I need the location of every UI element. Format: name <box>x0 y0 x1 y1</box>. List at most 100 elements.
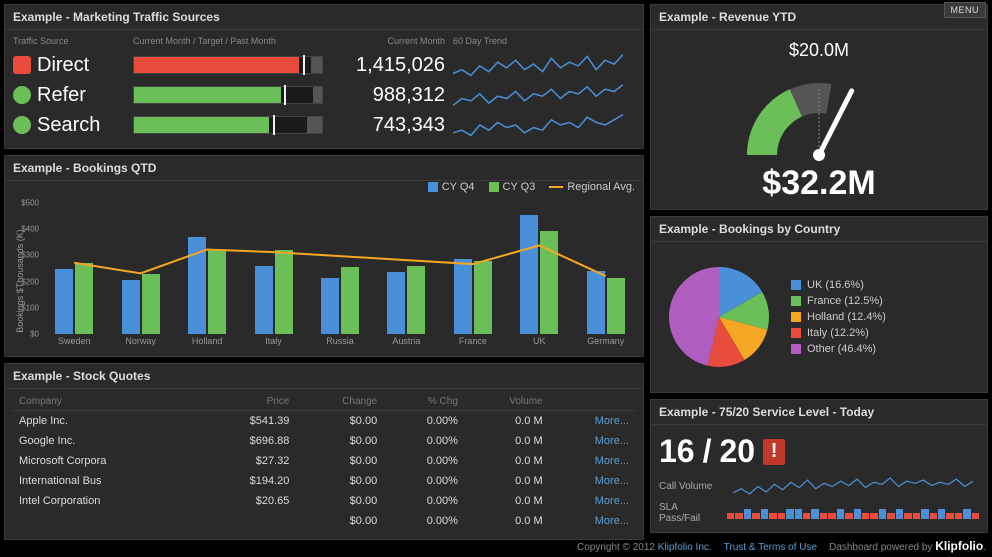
sla-tick <box>930 513 937 519</box>
traffic-row: Refer988,312 <box>13 80 635 110</box>
more-link[interactable]: More... <box>595 495 629 507</box>
more-link[interactable]: More... <box>595 435 629 447</box>
pie-legend-label: UK (16.6%) <box>807 279 864 291</box>
sla-tick <box>828 513 835 519</box>
cell-pct: 0.00% <box>383 411 464 432</box>
pie-legend-label: France (12.5%) <box>807 295 883 307</box>
sla-tick <box>752 513 759 519</box>
more-link[interactable]: More... <box>595 515 629 527</box>
footer-brand: Klipfolio <box>935 539 983 553</box>
sla-tick <box>972 513 979 519</box>
table-row: $0.000.00%0.0 MMore... <box>13 511 635 531</box>
legend-q3: CY Q3 <box>489 181 536 193</box>
cell-change: $0.00 <box>295 431 383 451</box>
legend-q4-label: CY Q4 <box>442 181 475 193</box>
cell-pct: 0.00% <box>383 471 464 491</box>
sla-tick <box>795 509 802 519</box>
more-link[interactable]: More... <box>595 455 629 467</box>
cell-pct: 0.00% <box>383 511 464 531</box>
x-category: Russia <box>307 336 373 354</box>
traffic-value: 1,415,026 <box>343 54 453 77</box>
x-category: Italy <box>240 336 306 354</box>
stocks-title: Example - Stock Quotes <box>5 364 643 389</box>
qtd-legend: CY Q4 CY Q3 Regional Avg. <box>428 181 635 193</box>
more-link[interactable]: More... <box>595 415 629 427</box>
footer-company-link[interactable]: Klipfolio Inc. <box>658 542 712 553</box>
sla-tick <box>879 509 886 519</box>
cell-company: Microsoft Corpora <box>13 451 199 471</box>
footer: Copyright © 2012 Klipfolio Inc. Trust & … <box>577 539 986 553</box>
pie-body: UK (16.6%)France (12.5%)Holland (12.4%)I… <box>651 242 987 392</box>
sla-tick <box>761 509 768 519</box>
sla-tick <box>735 513 742 519</box>
x-category: Germany <box>573 336 639 354</box>
table-row: International Bus$194.20$0.000.00%0.0 MM… <box>13 471 635 491</box>
cell-company: Google Inc. <box>13 431 199 451</box>
alert-icon: ! <box>763 439 785 465</box>
cell-price: $194.20 <box>199 471 296 491</box>
sla-tick <box>811 509 818 519</box>
cell-company <box>13 511 199 531</box>
th-source: Traffic Source <box>13 36 133 46</box>
table-row: Apple Inc.$541.39$0.000.00%0.0 MMore... <box>13 411 635 432</box>
traffic-bar <box>133 56 323 74</box>
traffic-sparkline <box>453 82 623 108</box>
pie-chart <box>659 257 779 377</box>
traffic-sparkline <box>453 112 623 138</box>
sla-tick <box>769 513 776 519</box>
pie-legend-item: UK (16.6%) <box>791 277 886 293</box>
menu-button[interactable]: MENU <box>944 2 987 18</box>
sla-tick <box>955 513 962 519</box>
sla-tick <box>744 509 751 519</box>
cell-volume: 0.0 M <box>464 451 549 471</box>
cell-change: $0.00 <box>295 471 383 491</box>
svc-numerator: 16 <box>659 433 695 470</box>
qtd-title: Example - Bookings QTD <box>5 156 643 181</box>
traffic-value: 743,343 <box>343 114 453 137</box>
footer-terms-link[interactable]: Trust & Terms of Use <box>724 542 817 553</box>
traffic-panel: Example - Marketing Traffic Sources Traf… <box>4 4 644 149</box>
sla-tick <box>820 513 827 519</box>
more-link[interactable]: More... <box>595 475 629 487</box>
pie-legend: UK (16.6%)France (12.5%)Holland (12.4%)I… <box>791 277 886 357</box>
traffic-source-label: Search <box>37 114 100 137</box>
table-row: Microsoft Corpora$27.32$0.000.00%0.0 MMo… <box>13 451 635 471</box>
svc-denominator: 20 <box>719 433 755 470</box>
revenue-gauge <box>729 63 909 163</box>
pie-legend-label: Holland (12.4%) <box>807 311 886 323</box>
legend-q4: CY Q4 <box>428 181 475 193</box>
qtd-chart-area <box>41 203 639 334</box>
footer-powered: Dashboard powered by Klipfolio. <box>829 539 986 553</box>
sla-tick <box>727 513 734 519</box>
stocks-column-header: % Chg <box>383 393 464 411</box>
qtd-x-axis: SwedenNorwayHollandItalyRussiaAustriaFra… <box>41 336 639 354</box>
sla-tick <box>862 513 869 519</box>
stocks-table: CompanyPriceChange% ChgVolume Apple Inc.… <box>13 393 635 531</box>
svc-title: Example - 75/20 Service Level - Today <box>651 400 987 425</box>
table-row: Google Inc.$696.88$0.000.00%0.0 MMore... <box>13 431 635 451</box>
x-category: France <box>440 336 506 354</box>
cell-pct: 0.00% <box>383 451 464 471</box>
sla-tick <box>887 513 894 519</box>
sla-tick <box>854 509 861 519</box>
svc-main-row: 16 / 20 ! <box>659 433 979 470</box>
left-column: Example - Marketing Traffic Sources Traf… <box>4 4 644 540</box>
cell-volume: 0.0 M <box>464 431 549 451</box>
svc-slash: / <box>703 433 712 470</box>
stocks-column-header <box>549 393 635 411</box>
pie-legend-item: Other (46.4%) <box>791 341 886 357</box>
traffic-header-row: Traffic Source Current Month / Target / … <box>13 34 635 50</box>
revenue-value: $32.2M <box>651 164 987 203</box>
call-volume-row: Call Volume <box>659 476 979 496</box>
call-volume-sparkline <box>727 476 979 496</box>
traffic-value: 988,312 <box>343 84 453 107</box>
sla-tick <box>904 513 911 519</box>
sla-tick <box>803 513 810 519</box>
sla-ticks <box>727 507 979 519</box>
cell-pct: 0.00% <box>383 491 464 511</box>
traffic-title: Example - Marketing Traffic Sources <box>5 5 643 30</box>
qtd-y-axis: $0$100$200$300$400$500 <box>25 203 39 334</box>
cell-price <box>199 511 296 531</box>
cell-volume: 0.0 M <box>464 411 549 432</box>
traffic-body: Traffic Source Current Month / Target / … <box>5 30 643 148</box>
